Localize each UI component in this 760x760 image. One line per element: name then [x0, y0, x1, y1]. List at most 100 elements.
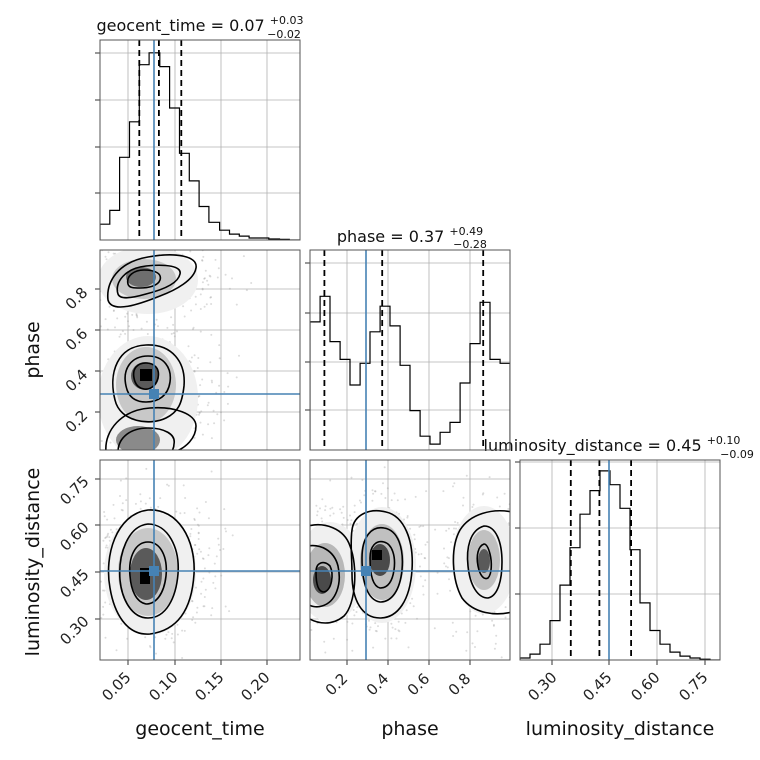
scatter-point	[185, 457, 187, 459]
scatter-point	[223, 508, 226, 511]
scatter-point	[86, 285, 88, 287]
scatter-point	[92, 514, 94, 516]
scatter-point	[176, 330, 178, 333]
scatter-point	[369, 626, 372, 629]
scatter-point	[447, 557, 450, 560]
scatter-point	[93, 587, 95, 589]
scatter-point	[443, 547, 445, 550]
scatter-point	[96, 292, 98, 294]
ytick-phase: 0.2	[62, 407, 92, 437]
scatter-point	[204, 588, 207, 591]
scatter-point	[203, 305, 206, 308]
scatter-point	[87, 413, 89, 415]
scatter-point	[149, 483, 151, 485]
scatter-point	[374, 490, 376, 493]
scatter-point	[195, 611, 198, 614]
contour-line	[112, 344, 185, 423]
scatter-point	[513, 541, 515, 543]
scatter-point	[377, 625, 379, 628]
scatter-point	[320, 517, 323, 520]
scatter-point	[414, 495, 417, 498]
xtick-luminosity-distance: 0.75	[675, 668, 711, 704]
xtick-phase: 0.8	[445, 670, 475, 700]
scatter-point	[102, 562, 105, 565]
scatter-point	[390, 622, 393, 625]
scatter-point	[114, 326, 116, 329]
scatter-point	[115, 649, 118, 652]
scatter-point	[360, 501, 362, 504]
scatter-point	[56, 400, 58, 402]
scatter-point	[406, 515, 409, 517]
scatter-point	[202, 605, 205, 608]
scatter-point	[380, 492, 383, 495]
scatter-point	[119, 333, 122, 336]
scatter-point	[481, 613, 484, 616]
scatter-point	[403, 518, 405, 521]
panel-distance-vs-geocent-time: 0.30 0.45 0.60 0.75 0.05 0.10 0.15 0.20	[56, 459, 301, 705]
frame-phase-vs-geocent-time	[99, 249, 301, 451]
scatter-point	[197, 395, 200, 398]
scatter-point	[218, 357, 221, 360]
scatter-point	[285, 490, 287, 492]
scatter-point	[104, 546, 107, 549]
scatter-point	[113, 453, 115, 455]
scatter-point	[423, 557, 426, 559]
scatter-point	[92, 408, 94, 410]
scatter-point	[414, 551, 417, 554]
scatter-point	[288, 515, 290, 517]
scatter-point	[112, 252, 115, 255]
scatter-point	[227, 385, 230, 388]
scatter-point	[443, 562, 446, 565]
scatter-point	[88, 282, 90, 284]
scatter-point	[93, 271, 95, 273]
scatter-point	[342, 505, 345, 508]
scatter-point	[199, 293, 202, 296]
scatter-point	[304, 624, 306, 626]
scatter-point	[172, 332, 175, 335]
scatter-point	[220, 411, 222, 414]
scatter-point	[397, 629, 400, 632]
scatter-point	[151, 452, 153, 454]
scatter-point	[83, 386, 85, 388]
scatter-point	[278, 554, 280, 556]
scatter-point	[201, 433, 204, 436]
scatter-point	[329, 479, 332, 482]
scatter-point	[466, 631, 469, 634]
scatter-point	[120, 622, 123, 625]
scatter-point	[452, 533, 455, 536]
title-luminosity-distance-minus: −0.09	[720, 448, 754, 461]
scatter-point	[104, 537, 107, 539]
scatter-point	[218, 344, 221, 347]
scatter-point	[210, 296, 212, 299]
scatter-point	[214, 575, 217, 578]
scatter-point	[90, 300, 92, 302]
scatter-point	[214, 587, 217, 590]
scatter-point	[104, 601, 107, 604]
contour-line	[310, 544, 340, 608]
ytick-luminosity-distance: 0.75	[56, 472, 92, 508]
scatter-point	[224, 527, 227, 530]
scatter-point	[172, 323, 175, 326]
contour-line	[315, 561, 333, 593]
scatter-point	[166, 483, 169, 486]
scatter-point	[164, 232, 166, 234]
scatter-point	[462, 496, 465, 499]
xtick-luminosity-distance: 0.30	[524, 668, 560, 704]
scatter-point	[145, 467, 148, 470]
scatter-point	[454, 521, 457, 523]
scatter-point	[400, 612, 403, 615]
scatter-point	[139, 493, 142, 496]
title-luminosity-distance: luminosity_distance = 0.45 +0.10	[484, 434, 741, 456]
scatter-point	[149, 645, 151, 647]
scatter-point	[242, 255, 245, 258]
scatter-point	[332, 637, 335, 640]
scatter-point	[103, 511, 106, 513]
scatter-point	[507, 507, 510, 510]
scatter-point	[462, 504, 464, 507]
scatter-point	[96, 446, 98, 448]
panel-hist-phase	[305, 249, 511, 451]
scatter-point	[329, 507, 332, 510]
scatter-point	[109, 441, 112, 444]
scatter-point	[341, 523, 344, 526]
